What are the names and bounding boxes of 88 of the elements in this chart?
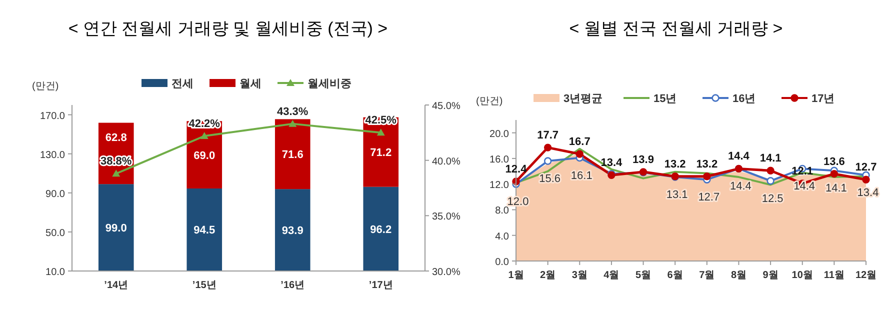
data-label: 13.9: [632, 154, 654, 166]
chart-title: < 월별 전국 전월세 거래량 >: [569, 19, 783, 38]
y-tick-label: 130.0: [40, 150, 66, 161]
data-label: 12.0: [507, 196, 529, 208]
y-tick-label: 8.0: [495, 206, 510, 217]
legend-label: 17년: [812, 93, 835, 105]
data-label: 13.1: [666, 189, 688, 202]
y-tick-label: 4.0: [495, 231, 510, 242]
data-label: 12.4: [505, 164, 528, 176]
point: [544, 144, 552, 152]
point: [200, 132, 208, 139]
data-label: 13.6: [823, 156, 845, 168]
legend-label: 16년: [732, 93, 756, 105]
y-tick-label: 0.0: [495, 257, 510, 268]
point: [576, 150, 584, 158]
data-label: 13.4: [600, 157, 624, 170]
y-tick-label: 170.0: [40, 110, 66, 122]
y-axis-title: (만건): [476, 96, 503, 107]
data-label: 16.1: [570, 170, 592, 182]
y-tick-label: 10.0: [46, 267, 66, 278]
y2-tick-label: 35.0%: [432, 212, 460, 223]
x-tick-label: 7월: [699, 270, 715, 281]
x-tick-label: 6월: [667, 270, 683, 281]
legend-label: 월세비중: [308, 78, 352, 90]
x-tick-label: 8월: [730, 270, 747, 281]
data-label: 17.7: [537, 130, 559, 142]
legend-label: 월세: [240, 78, 262, 90]
x-tick-label: 10월: [792, 270, 813, 281]
x-tick-label: 4월: [604, 270, 620, 281]
x-tick-label: 11월: [824, 270, 844, 281]
data-label: 62.8: [105, 132, 127, 144]
point: [376, 128, 385, 136]
point: [703, 172, 711, 180]
point: [830, 170, 838, 178]
data-label: 13.2: [664, 158, 686, 170]
data-label: 96.2: [370, 224, 392, 236]
y-tick-label: 12.0: [490, 180, 510, 192]
y2-tick-label: 45.0%: [432, 101, 460, 112]
x-tick-label: 2월: [540, 270, 556, 281]
data-label: 13.2: [696, 158, 718, 170]
data-label: 71.2: [370, 147, 392, 160]
data-label: 69.0: [194, 150, 216, 162]
data-label: 12.1: [792, 165, 814, 178]
data-label: 14.4: [730, 180, 752, 193]
x-tick-label: 12월: [855, 270, 877, 281]
x-tick-label: 3월: [572, 270, 588, 281]
data-label: 42.5%: [365, 114, 397, 127]
y-tick-label: 50.0: [46, 228, 66, 239]
x-tick-label: ’17년: [368, 280, 393, 291]
data-label: 12.5: [762, 192, 784, 205]
legend-label: 3년평균: [564, 93, 603, 105]
y-tick-label: 20.0: [490, 128, 510, 140]
point: [766, 177, 774, 185]
data-label: 12.7: [698, 192, 720, 204]
data-label: 14.4: [794, 180, 816, 193]
x-tick-label: ’14년: [104, 280, 128, 291]
y2-tick-label: 30.0%: [432, 267, 460, 278]
data-label: 99.0: [105, 222, 127, 235]
point: [766, 166, 774, 174]
data-label: 14.1: [760, 152, 782, 165]
data-label: 94.5: [194, 224, 216, 237]
x-tick-label: 9월: [762, 270, 778, 281]
data-label: 71.6: [282, 149, 304, 162]
data-label: 12.7: [855, 162, 877, 174]
point: [112, 170, 120, 177]
data-label: 42.2%: [188, 118, 220, 130]
data-label: 38.8%: [100, 156, 132, 168]
point: [544, 157, 552, 165]
x-tick-label: 5월: [635, 270, 652, 281]
data-label: 14.4: [728, 150, 750, 163]
data-label: 13.4: [857, 187, 879, 200]
data-label: 43.3%: [277, 106, 308, 118]
y-tick-label: 90.0: [46, 188, 66, 200]
x-tick-label: 1월: [508, 270, 524, 281]
y-tick-label: 16.0: [490, 154, 510, 166]
data-label: 15.6: [539, 173, 561, 186]
data-label: 16.7: [568, 136, 590, 148]
data-label: 14.1: [825, 182, 847, 195]
x-tick-label: ’15년: [192, 280, 216, 291]
legend-label: 전세: [172, 78, 194, 90]
y-axis-title: (만건): [32, 81, 59, 92]
point: [862, 176, 870, 184]
y2-tick-label: 40.0%: [432, 156, 460, 168]
chart-title: < 연간 전월세 거래량 및 월세비중 (전국) >: [68, 19, 388, 38]
x-tick-label: ’16년: [280, 280, 305, 291]
legend-label: 15년: [654, 93, 677, 105]
point: [288, 120, 297, 127]
data-label: 93.9: [282, 225, 304, 238]
